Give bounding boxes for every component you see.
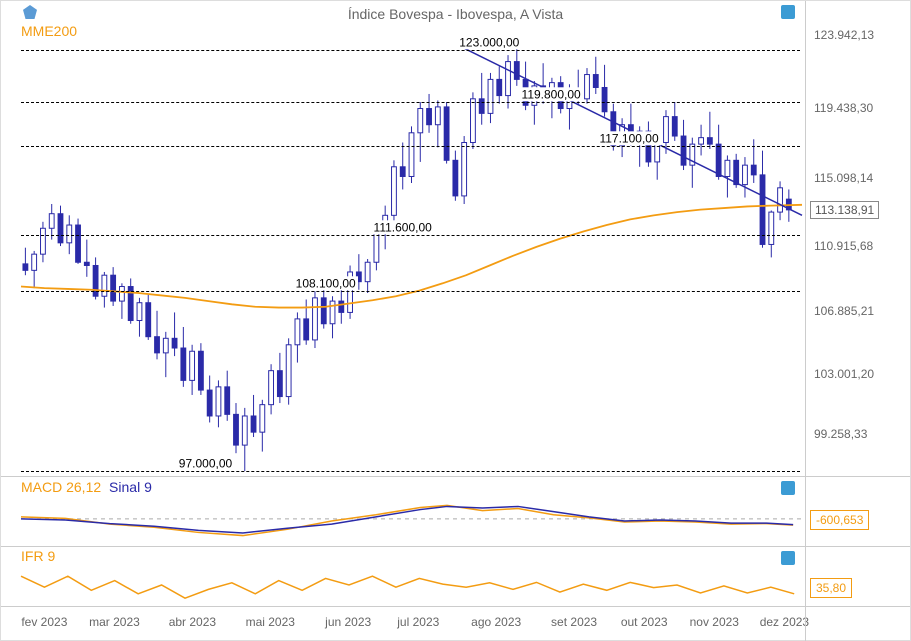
price-svg: [21, 1, 800, 476]
macd-value: -600,653: [810, 510, 869, 530]
price-panel[interactable]: Índice Bovespa - Ibovespa, A Vista MME20…: [1, 1, 910, 476]
ytick-label: 110.915,68: [814, 239, 873, 253]
ifr-panel[interactable]: IFR 9 35,80: [1, 546, 910, 606]
ytick-label: 123.942,13: [814, 28, 874, 42]
h-line-label: 108.100,00: [294, 277, 358, 291]
h-resistance-line: [21, 471, 800, 472]
h-resistance-line: [21, 50, 800, 51]
ifr-svg: [21, 563, 800, 606]
h-resistance-line: [21, 291, 800, 292]
ifr-value: 35,80: [810, 578, 852, 598]
ifr-chart-area[interactable]: [21, 563, 800, 606]
chart-container: Índice Bovespa - Ibovespa, A Vista MME20…: [0, 0, 911, 641]
h-line-label: 97.000,00: [177, 456, 234, 470]
ytick-label: 119.438,30: [814, 101, 873, 115]
h-line-label: 119.800,00: [520, 87, 583, 101]
current-price-box: 113.138,91: [810, 201, 879, 219]
xtick-label: jul 2023: [397, 615, 439, 629]
indicator-macd-label: MACD 26,12 Sinal 9: [21, 479, 152, 495]
xtick-label: mai 2023: [246, 615, 295, 629]
xtick-label: ago 2023: [471, 615, 521, 629]
xtick-label: nov 2023: [690, 615, 739, 629]
x-axis-blank: [805, 607, 910, 641]
xtick-label: out 2023: [621, 615, 668, 629]
h-resistance-line: [21, 235, 800, 236]
macd-svg: [21, 495, 800, 546]
ytick-label: 103.001,20: [814, 367, 874, 381]
macd-label-text: MACD 26,12: [21, 479, 101, 495]
macd-panel[interactable]: MACD 26,12 Sinal 9 -600,653: [1, 476, 910, 546]
ifr-yaxis: 35,80: [805, 547, 910, 606]
x-axis-area: fev 2023 mar 2023 abr 2023 mai 2023 jun 2023…: [21, 607, 800, 641]
signal-label-text: Sinal 9: [109, 479, 152, 495]
macd-chart-area[interactable]: [21, 495, 800, 546]
h-line-label: 111.600,00: [372, 220, 434, 234]
h-line-label: 117.100,00: [597, 131, 660, 145]
h-line-label: 123.000,00: [457, 36, 521, 50]
ytick-label: 115.098,14: [814, 171, 873, 185]
xtick-label: jun 2023: [325, 615, 371, 629]
price-chart-area[interactable]: 123.000,00 119.800,00 117.100,00 111.600,00…: [21, 1, 800, 476]
macd-yaxis: -600,653: [805, 477, 910, 546]
x-axis-panel: fev 2023 mar 2023 abr 2023 mai 2023 jun 2023…: [1, 606, 910, 641]
price-yaxis: 123.942,13 119.438,30 115.098,14 110.915,68…: [805, 1, 910, 476]
expand-icon[interactable]: [781, 481, 795, 495]
ytick-label: 106.885,21: [814, 304, 874, 318]
xtick-label: mar 2023: [89, 615, 140, 629]
xtick-label: fev 2023: [21, 615, 67, 629]
indicator-ifr-label: IFR 9: [21, 548, 55, 564]
xtick-label: set 2023: [551, 615, 597, 629]
h-resistance-line: [21, 102, 800, 103]
h-resistance-line: [21, 146, 800, 147]
ytick-label: 99.258,33: [814, 427, 867, 441]
xtick-label: abr 2023: [169, 615, 216, 629]
xtick-label: dez 2023: [760, 615, 809, 629]
